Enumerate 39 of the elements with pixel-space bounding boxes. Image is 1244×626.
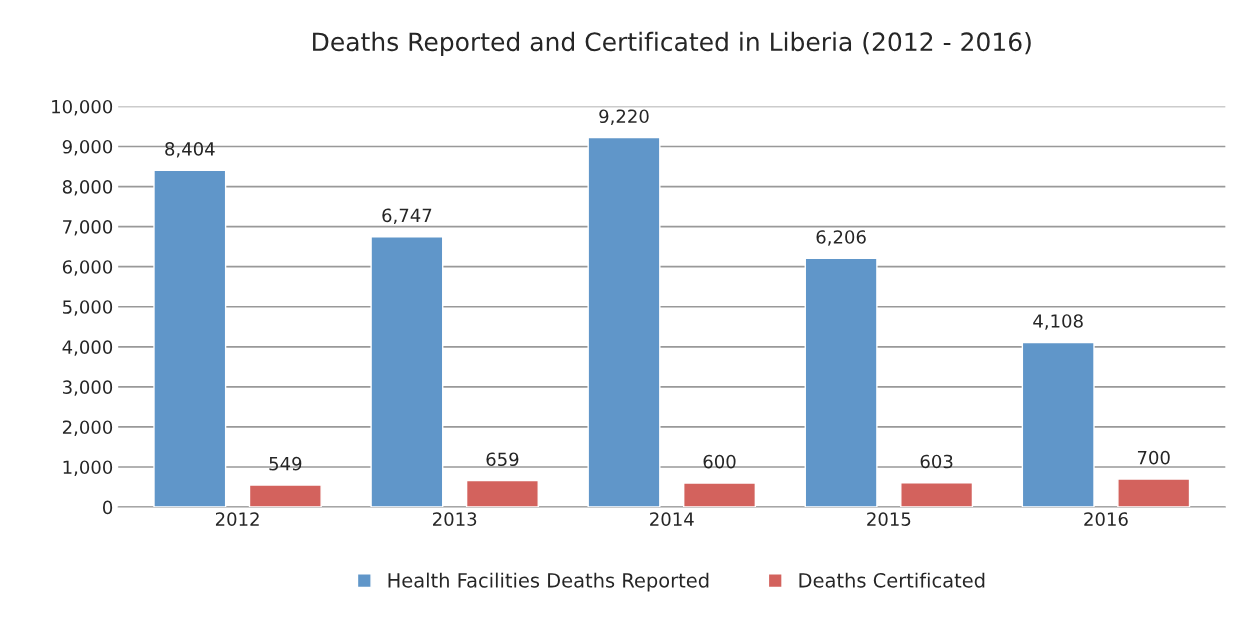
y-tick-label: 1,000 — [63, 460, 113, 476]
y-tick-label: 10,000 — [52, 99, 113, 116]
data-label: 8,404 — [165, 142, 215, 158]
data-label: 659 — [486, 452, 519, 467]
data-label: 700 — [1137, 450, 1170, 465]
data-label: 9,220 — [599, 109, 649, 125]
bar — [1117, 478, 1191, 508]
bar — [683, 482, 757, 508]
legend-label: Deaths Certificated — [799, 572, 985, 588]
x-tick-label: 2012 — [215, 512, 259, 526]
x-tick-label: 2016 — [1084, 512, 1128, 526]
bar — [587, 136, 661, 508]
y-tick-label: 5,000 — [63, 300, 113, 316]
y-tick-label: 2,000 — [62, 420, 113, 436]
data-label: 6,206 — [816, 230, 866, 246]
x-tick-label: 2013 — [433, 512, 477, 526]
x-tick-label: 2014 — [650, 512, 694, 526]
x-tick-label: 2015 — [867, 512, 911, 526]
y-tick-label: 0 — [103, 500, 113, 515]
data-label: 4,108 — [1033, 314, 1083, 330]
bar — [804, 257, 878, 508]
data-label: 603 — [920, 454, 953, 469]
y-tick-label: 4,000 — [62, 340, 113, 356]
bar — [153, 169, 227, 508]
bar — [1021, 341, 1095, 508]
chart-title: Deaths Reported and Certificated in Liberia (2012 - 2016) — [313, 31, 1031, 57]
y-tick-label: 3,000 — [63, 380, 113, 396]
bar — [465, 479, 539, 508]
data-label: 549 — [269, 456, 302, 471]
bar — [248, 484, 322, 508]
bar — [900, 482, 974, 508]
data-label: 6,747 — [382, 208, 432, 224]
y-tick-label: 6,000 — [62, 260, 113, 276]
data-label: 600 — [703, 454, 736, 469]
y-tick-label: 8,000 — [62, 180, 113, 196]
y-tick-label: 9,000 — [62, 139, 113, 156]
legend-label: Health Facilities Deaths Reported — [388, 572, 709, 592]
bar — [370, 236, 444, 508]
y-tick-label: 7,000 — [63, 220, 113, 236]
